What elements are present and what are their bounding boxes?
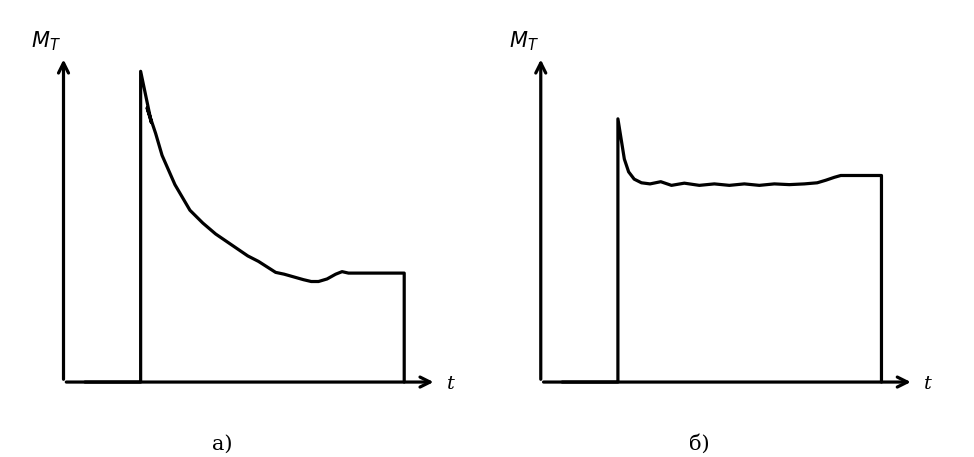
Text: $M_T$: $M_T$ [31, 29, 61, 53]
Text: t: t [924, 375, 932, 393]
Text: б): б) [689, 434, 710, 454]
Text: $M_T$: $M_T$ [508, 29, 539, 53]
Text: а): а) [211, 434, 233, 453]
Text: t: t [447, 375, 455, 393]
